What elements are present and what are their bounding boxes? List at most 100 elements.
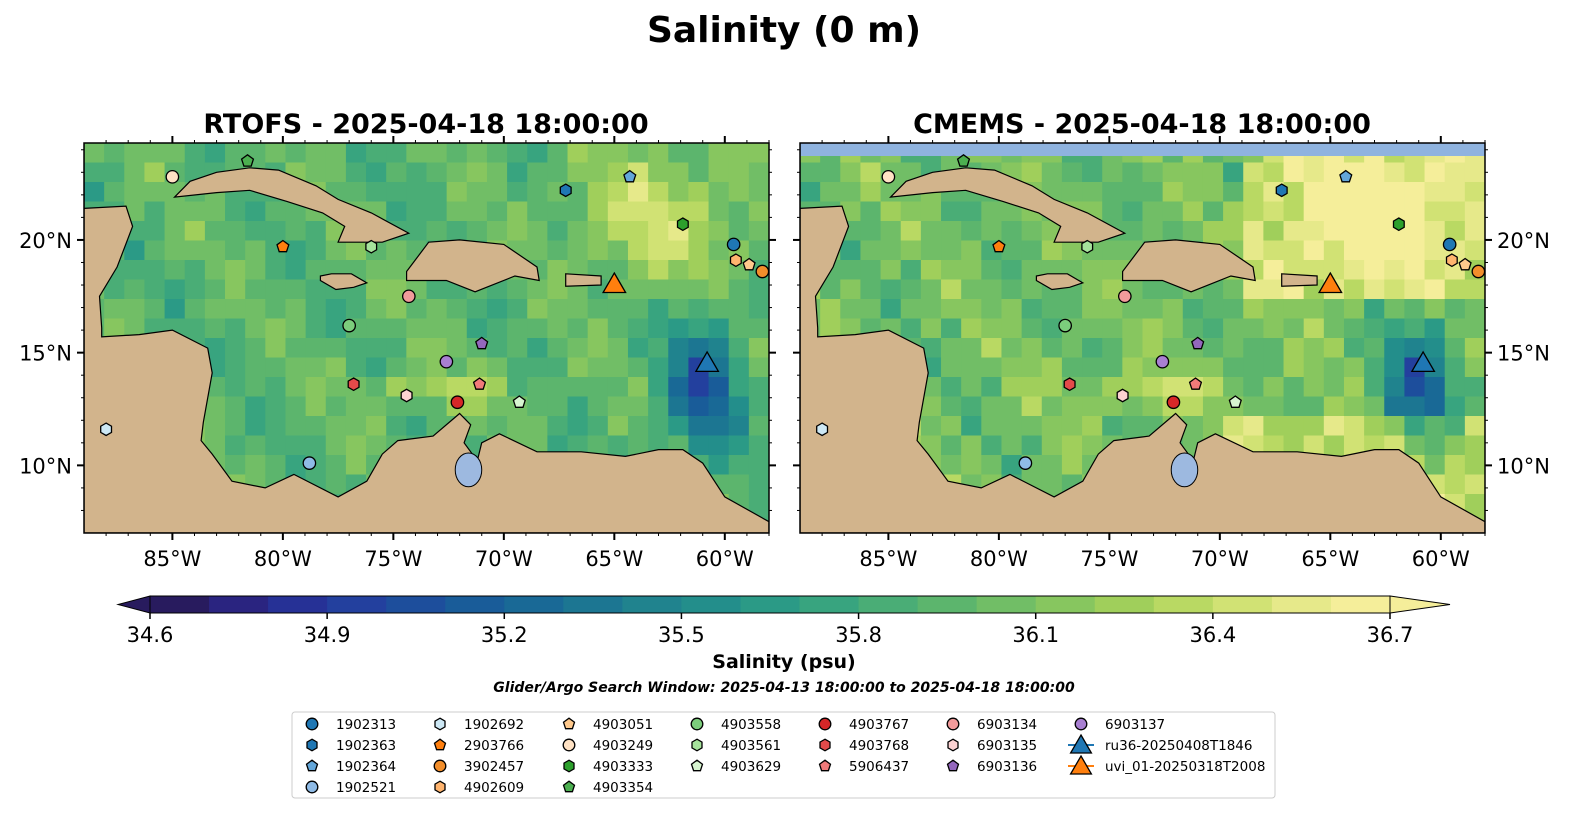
salinity-cell [668,201,690,222]
salinity-cell [941,455,962,476]
salinity-cell [1041,396,1063,417]
salinity-cell [1283,318,1305,339]
salinity-cell [1404,221,1426,242]
salinity-cell [1021,318,1043,339]
salinity-cell [1464,396,1485,417]
salinity-cell [1323,318,1345,339]
salinity-cell [708,455,730,476]
salinity-cell [1102,201,1123,222]
salinity-cell [144,162,166,183]
salinity-cell [305,260,327,281]
salinity-cell [486,357,508,378]
salinity-cell [688,435,710,456]
salinity-cell [941,338,962,359]
salinity-cell [204,221,226,242]
salinity-cell [1343,377,1365,398]
salinity-cell [345,299,367,320]
legend-frame [291,711,1276,799]
salinity-cell [1384,240,1406,261]
x-tick-label: 70°W [475,547,533,571]
salinity-cell [748,240,769,261]
salinity-cell [668,260,690,281]
salinity-cell [961,455,982,476]
salinity-cell [124,318,146,339]
salinity-cell [486,416,508,437]
salinity-cell [688,279,710,300]
salinity-cell [981,279,1003,300]
salinity-cell [587,396,609,417]
salinity-cell [1343,221,1365,242]
salinity-cell [1323,201,1345,222]
salinity-cell [386,416,407,437]
salinity-cell [688,377,710,398]
salinity-cell [1102,357,1123,378]
salinity-cell [981,260,1003,281]
marker-4903767 [450,395,465,410]
salinity-cell [880,201,902,222]
salinity-cell [920,221,942,242]
salinity-cell [728,143,750,164]
salinity-cell [981,357,1003,378]
salinity-cell [305,318,327,339]
salinity-cell [1223,162,1244,183]
legend-label: 4903629 [721,759,781,775]
colorbar: 34.6 34.9 35.2 35.5 35.8 36.1 36.4 36.7 [116,595,1451,647]
salinity-cell [325,299,347,320]
salinity-cell [860,162,882,183]
salinity-cell [1343,299,1365,320]
salinity-cell [941,260,962,281]
salinity-cell [1202,299,1224,320]
salinity-cell [1364,162,1385,183]
salinity-cell [1162,221,1184,242]
salinity-cell [406,162,428,183]
salinity-cell [305,396,327,417]
salinity-cell [1102,338,1123,359]
salinity-cell [1404,435,1426,456]
salinity-cell [1061,435,1083,456]
colorbar-segment [1153,596,1214,613]
legend-symbol [818,717,832,731]
salinity-cell [204,396,226,417]
marker-6903135 [1116,388,1129,403]
marker-4903768 [347,377,360,392]
salinity-cell [587,435,609,456]
salinity-cell [748,221,769,242]
salinity-cell [1001,318,1023,339]
salinity-cell [961,240,982,261]
legend-label: 3902457 [464,759,524,775]
salinity-cell [1323,377,1345,398]
salinity-cell [1041,435,1063,456]
salinity-cell [345,182,367,203]
salinity-cell [607,240,629,261]
salinity-cell [225,143,246,164]
salinity-cell [345,396,367,417]
salinity-cell [1384,182,1406,203]
salinity-cell [981,416,1003,437]
legend-label: 4903333 [593,759,653,775]
salinity-cell [184,299,206,320]
salinity-cell [607,377,629,398]
x-tick-label: 60°W [1412,547,1470,571]
marker-3902457 [755,264,769,279]
salinity-cell [1364,318,1385,339]
salinity-cell [345,435,367,456]
salinity-cell [708,201,730,222]
salinity-cell [708,396,730,417]
salinity-cell [305,279,327,300]
marker-4903051 [1458,257,1472,271]
marker-6903134 [401,289,416,304]
salinity-cell [466,357,488,378]
salinity-cell [345,338,367,359]
salinity-cell [547,377,569,398]
salinity-cell [1243,201,1264,222]
x-tick-label: 75°W [364,547,422,571]
salinity-cell [1001,299,1023,320]
salinity-cell [941,416,962,437]
salinity-cell [1404,318,1426,339]
salinity-cell [144,143,166,164]
salinity-cell [1223,377,1244,398]
salinity-cell [1364,260,1385,281]
salinity-cell [325,162,347,183]
salinity-cell [567,201,589,222]
salinity-cell [1303,162,1325,183]
